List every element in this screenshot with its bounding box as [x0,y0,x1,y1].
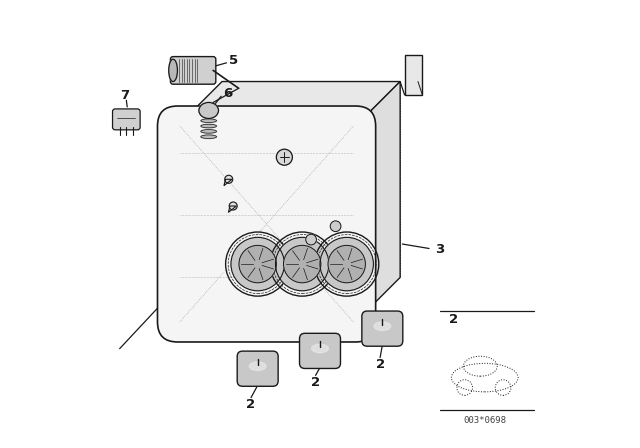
FancyBboxPatch shape [113,109,140,130]
FancyBboxPatch shape [157,106,376,342]
FancyBboxPatch shape [362,311,403,346]
Ellipse shape [451,363,518,392]
Polygon shape [228,206,236,212]
Text: 4: 4 [302,132,312,145]
Ellipse shape [374,322,390,331]
Text: 5: 5 [228,54,237,67]
Polygon shape [356,82,400,322]
Ellipse shape [312,344,328,353]
Ellipse shape [201,124,216,128]
Circle shape [275,237,329,291]
Text: 2: 2 [311,375,320,388]
Ellipse shape [199,103,218,118]
Ellipse shape [463,356,497,376]
Polygon shape [224,179,232,186]
Circle shape [239,246,276,283]
Text: 1: 1 [168,278,178,291]
Circle shape [229,202,237,210]
Polygon shape [404,55,422,95]
Text: 003*0698: 003*0698 [463,416,506,425]
Text: 7: 7 [120,89,129,102]
Text: 2: 2 [449,313,458,326]
Text: 2: 2 [376,358,385,371]
FancyBboxPatch shape [237,351,278,386]
Text: 2: 2 [246,398,255,411]
Text: 3: 3 [435,243,444,256]
Circle shape [231,237,284,291]
Circle shape [225,175,233,183]
Circle shape [320,237,373,291]
Ellipse shape [250,362,266,370]
Polygon shape [177,82,400,126]
FancyBboxPatch shape [300,333,340,368]
Circle shape [330,221,341,232]
Ellipse shape [169,59,177,82]
Circle shape [328,246,365,283]
Ellipse shape [201,129,216,133]
Circle shape [306,234,316,245]
Ellipse shape [201,119,216,122]
Circle shape [284,246,321,283]
Text: 6: 6 [223,87,232,100]
Ellipse shape [201,135,216,138]
Circle shape [276,149,292,165]
Circle shape [457,380,472,396]
Circle shape [495,380,511,396]
FancyBboxPatch shape [170,56,216,84]
